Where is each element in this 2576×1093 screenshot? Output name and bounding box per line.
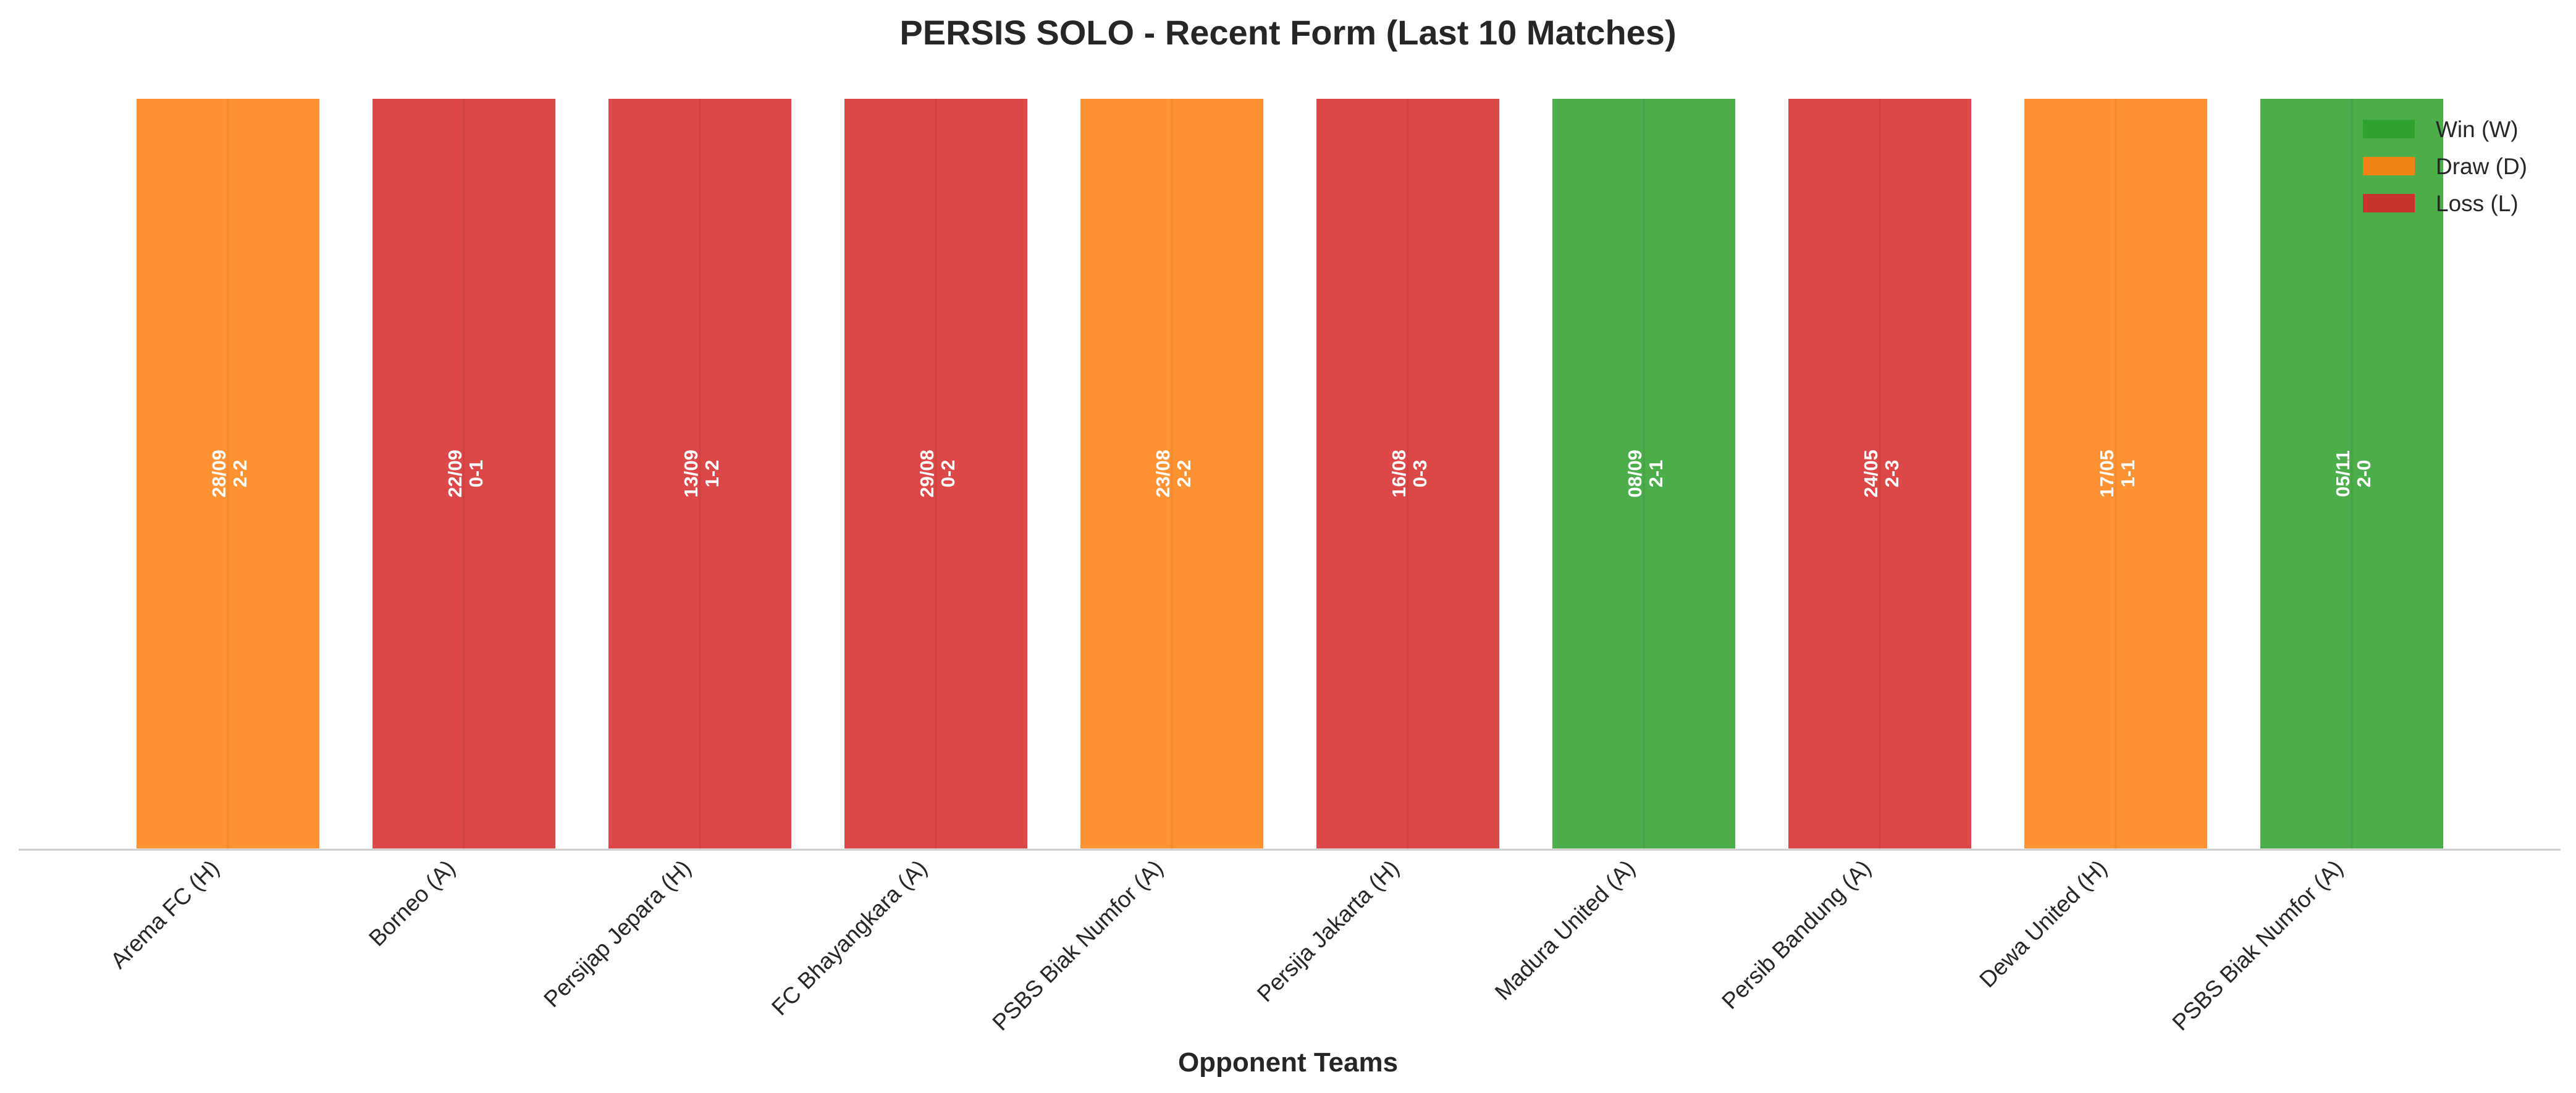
bar-label: 08/092-1 [1624,450,1667,498]
bar-score: 2-3 [1881,460,1903,488]
bar-label: 24/052-3 [1860,450,1903,498]
bar-date: 29/08 [916,450,938,498]
legend-swatch [2363,157,2415,175]
bar-label: 17/051-1 [2096,450,2139,498]
bar [606,96,794,851]
x-tick-label: Borneo (A) [364,855,460,952]
x-tick-label: Persib Bandung (A) [1717,855,1875,1014]
bar-label: 28/092-2 [208,450,251,498]
bar [842,96,1030,851]
bar-date: 24/05 [1860,450,1882,498]
bar-score: 1-1 [2117,460,2139,488]
bar-score: 0-3 [1409,460,1431,488]
x-tick-label: Persijap Jepara (H) [539,855,696,1012]
bar-date: 16/08 [1388,450,1410,498]
bar [134,96,322,851]
bar [1078,96,1266,851]
bar-label: 22/090-1 [444,450,487,498]
bar-score: 0-2 [937,460,959,488]
bar-score: 2-2 [1173,460,1195,488]
legend-label: Win (W) [2436,117,2519,142]
bar-score: 2-2 [229,460,251,488]
legend-swatch [2363,120,2415,138]
bar-label: 13/091-2 [680,450,723,498]
bar [1314,96,1502,851]
x-tick-label: Arema FC (H) [106,855,224,974]
x-tick-label: FC Bhayangkara (A) [767,855,932,1020]
legend: Win (W) Draw (D) Loss (L) [2363,117,2527,216]
bar-score: 1-2 [701,460,723,488]
x-axis-label: Opponent Teams [1178,1047,1398,1078]
bar-score: 0-1 [465,460,487,488]
bar-score: 2-1 [1645,460,1667,488]
bar-date: 13/09 [680,450,702,498]
x-tick-label: Persija Jakarta (H) [1252,855,1404,1007]
bar-date: 28/09 [208,450,230,498]
bar-score: 2-0 [2353,460,2375,488]
bar-date: 05/11 [2332,450,2354,497]
bar-label: 05/112-0 [2332,450,2375,497]
bar [1550,96,1738,851]
bar-date: 08/09 [1624,450,1646,498]
bar-label: 16/080-3 [1388,450,1431,498]
legend-label: Draw (D) [2436,154,2527,179]
x-tick-labels: Arema FC (H) Borneo (A) Persijap Jepara (H… [106,855,2348,1036]
bar-date: 23/08 [1152,450,1174,498]
bar-date: 17/05 [2096,450,2118,498]
legend-swatch [2363,194,2415,212]
x-tick-label: Madura United (A) [1490,855,1640,1005]
bar-label: 29/080-2 [916,450,959,498]
chart-title: PERSIS SOLO - Recent Form (Last 10 Match… [899,13,1676,52]
bars-layer: 28/092-2 22/090-1 13/091-2 29/080-2 23/082-2… [134,96,2446,851]
bar-date: 22/09 [444,450,466,498]
legend-label: Loss (L) [2436,191,2519,216]
bar [370,96,558,851]
x-tick-label: PSBS Biak Numfor (A) [988,855,1168,1036]
x-tick-label: PSBS Biak Numfor (A) [2168,855,2348,1036]
bar-label: 23/082-2 [1152,450,1195,498]
x-tick-label: Dewa United (H) [1974,855,2111,992]
bar [2258,96,2446,851]
